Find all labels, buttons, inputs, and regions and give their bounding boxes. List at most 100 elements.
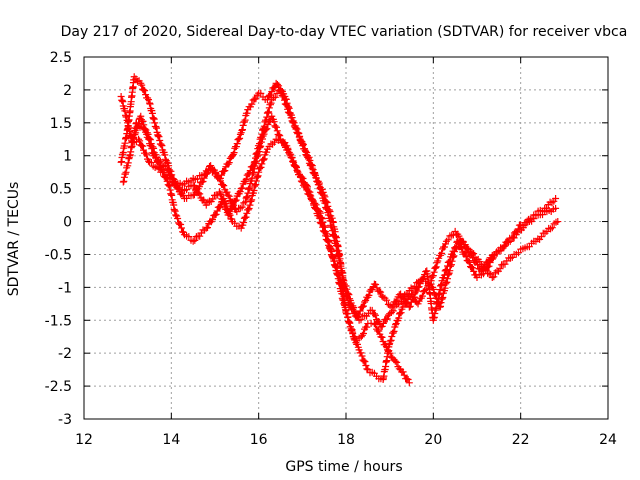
chart-title: Day 217 of 2020, Sidereal Day-to-day VTE…	[61, 24, 628, 40]
data-point	[154, 132, 162, 140]
data-point	[552, 204, 560, 212]
data-point-trail	[277, 87, 292, 116]
data-point-trail	[238, 109, 251, 134]
data-point-trail	[358, 323, 371, 339]
data-point-trail	[428, 259, 441, 281]
y-tick-label: 1.5	[50, 116, 72, 132]
y-tick-label: 0.5	[50, 182, 72, 198]
y-axis-label: SDTVAR / TECUs	[6, 182, 22, 297]
y-tick-label: -2.5	[45, 379, 72, 395]
data-point	[290, 158, 298, 166]
data-point-trail	[146, 100, 162, 139]
data-point-trail	[493, 246, 505, 256]
data-point-trail	[398, 368, 412, 383]
data-point-trail	[164, 166, 183, 193]
data-point-trail	[173, 212, 187, 236]
data-point-trail	[124, 76, 138, 132]
data-point-trail	[435, 240, 449, 262]
data-point-trail	[247, 172, 262, 205]
data-point-trail	[231, 219, 243, 230]
data-point-trail	[415, 268, 430, 291]
data-point	[392, 320, 400, 328]
data-point-trail	[501, 253, 516, 268]
data-point-trail	[528, 211, 540, 225]
series-track-4	[128, 86, 562, 324]
data-point	[163, 165, 171, 173]
data-point-trail	[501, 237, 514, 250]
data-point	[554, 218, 562, 226]
data-point	[228, 152, 236, 160]
data-point	[137, 112, 145, 120]
data-point-trail	[316, 209, 332, 244]
data-point-trail	[334, 251, 347, 284]
data-point	[377, 333, 385, 341]
data-point	[340, 300, 348, 308]
y-tick-label: -2	[58, 346, 72, 362]
data-point-trail	[512, 245, 527, 258]
data-point-trail	[265, 83, 279, 100]
data-point	[436, 303, 444, 311]
data-point	[224, 191, 232, 199]
data-point-trail	[166, 182, 179, 215]
data-point-trail	[183, 192, 195, 202]
x-tick-label: 22	[512, 432, 530, 448]
data-point-trail	[393, 305, 406, 325]
data-point	[386, 310, 394, 318]
data-point-trail	[291, 162, 305, 185]
data-point-trail	[304, 153, 321, 185]
y-tick-label: -1.5	[45, 313, 72, 329]
y-tick-label: 2	[63, 83, 72, 99]
data-point	[294, 129, 302, 137]
data-point	[189, 237, 197, 245]
data-point-trail	[534, 229, 549, 243]
data-point-trail	[372, 321, 384, 338]
data-point-trail	[519, 217, 531, 229]
data-point	[259, 125, 267, 133]
data-point	[552, 195, 560, 203]
data-point-trail	[407, 278, 422, 293]
x-tick-label: 16	[250, 432, 268, 448]
data-point	[163, 158, 171, 166]
data-point-trail	[468, 249, 484, 266]
data-point	[285, 109, 293, 117]
x-tick-label: 14	[162, 432, 180, 448]
data-point-trail	[217, 177, 231, 196]
data-point	[414, 283, 422, 291]
data-point-trail	[295, 129, 310, 159]
data-point-trail	[366, 368, 378, 377]
data-point-trail	[325, 238, 341, 277]
data-point-trail	[406, 287, 421, 310]
data-point-trail	[216, 190, 231, 216]
y-tick-label: -3	[58, 412, 72, 428]
data-point-trail	[545, 205, 557, 215]
data-point-trail	[155, 133, 170, 165]
y-tick-label: -1	[58, 280, 72, 296]
data-point-trail	[191, 226, 209, 244]
data-point-trail	[389, 291, 403, 309]
data-point-trail	[341, 301, 354, 327]
data-point	[405, 379, 413, 387]
data-point	[340, 277, 348, 285]
data-point-trail	[353, 334, 363, 344]
x-tick-label: 20	[424, 432, 442, 448]
data-point-trail	[286, 110, 301, 133]
data-point	[268, 112, 276, 120]
data-point-trail	[238, 205, 253, 229]
y-tick-label: 0	[63, 215, 72, 231]
data-point-trail	[415, 288, 427, 305]
data-point	[128, 139, 136, 147]
data-point	[224, 211, 232, 219]
data-point-trail	[120, 154, 133, 185]
data-point-trail	[138, 116, 157, 158]
data-point-trail	[369, 310, 384, 328]
data-point-trail	[325, 214, 341, 254]
data-point-trail	[545, 218, 560, 233]
x-tick-label: 24	[599, 432, 617, 448]
data-point-trail	[378, 311, 392, 330]
data-point-trail	[314, 181, 332, 217]
data-point-trail	[245, 91, 261, 111]
data-point	[421, 287, 429, 295]
data-point	[172, 211, 180, 219]
